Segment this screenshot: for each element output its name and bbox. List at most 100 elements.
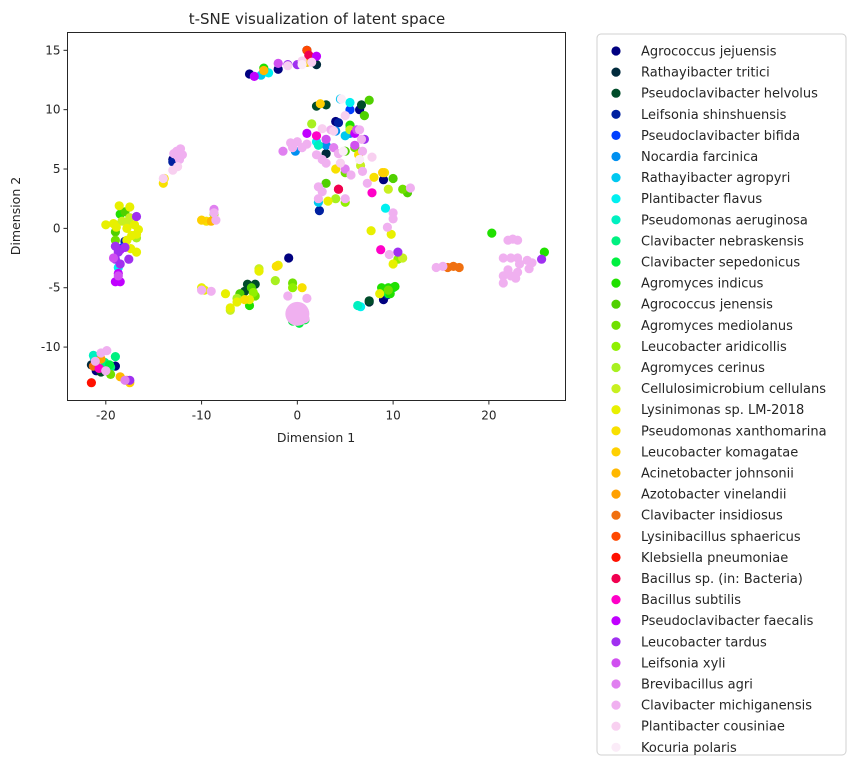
data-point bbox=[90, 356, 100, 366]
legend-label: Leifsonia shinshuensis bbox=[641, 108, 787, 123]
legend-marker bbox=[611, 510, 621, 520]
data-point bbox=[314, 206, 324, 216]
legend-label: Leifsonia xyli bbox=[641, 656, 726, 671]
legend-marker bbox=[611, 573, 621, 584]
data-point bbox=[122, 223, 132, 233]
data-point bbox=[355, 125, 365, 135]
data-point bbox=[321, 178, 331, 188]
data-point bbox=[177, 150, 187, 160]
data-point bbox=[367, 152, 377, 162]
data-point bbox=[364, 95, 374, 105]
data-point bbox=[254, 266, 264, 276]
data-point bbox=[537, 254, 547, 264]
data-point bbox=[366, 226, 376, 236]
legend-marker bbox=[611, 194, 621, 204]
data-point bbox=[240, 295, 250, 305]
data-point bbox=[86, 378, 96, 388]
data-point bbox=[307, 119, 317, 129]
data-point bbox=[513, 235, 523, 245]
legend-label: Brevibacillus agri bbox=[641, 678, 753, 693]
data-point bbox=[225, 303, 235, 313]
data-point bbox=[506, 253, 516, 263]
legend-marker bbox=[611, 595, 621, 605]
data-point bbox=[173, 162, 183, 172]
data-point bbox=[302, 293, 312, 303]
legend-label: Klebsiella pneumoniae bbox=[641, 551, 788, 566]
data-point bbox=[283, 291, 293, 301]
legend-marker bbox=[611, 257, 621, 267]
x-tick-label: 20 bbox=[481, 409, 496, 423]
data-point bbox=[248, 287, 258, 298]
chart-title: t-SNE visualization of latent space bbox=[189, 10, 446, 28]
data-point bbox=[113, 271, 123, 281]
data-point bbox=[131, 247, 142, 257]
cluster-marker bbox=[285, 301, 310, 326]
data-point bbox=[380, 203, 391, 213]
data-point bbox=[111, 222, 121, 232]
data-point bbox=[487, 228, 497, 238]
legend-label: Pseudoclavibacter faecalis bbox=[641, 614, 814, 629]
data-point bbox=[338, 146, 348, 156]
data-point bbox=[292, 137, 302, 147]
legend-marker bbox=[611, 679, 621, 689]
legend-label: Agrococcus jejuensis bbox=[641, 45, 777, 60]
data-point bbox=[101, 366, 111, 376]
data-point bbox=[313, 140, 323, 150]
data-point bbox=[317, 187, 327, 197]
data-point bbox=[511, 273, 521, 283]
data-point bbox=[197, 215, 207, 225]
legend-marker bbox=[611, 384, 621, 394]
x-tick-label: -20 bbox=[96, 409, 116, 423]
legend-label: Rathayibacter agropyri bbox=[641, 171, 790, 186]
data-point bbox=[206, 286, 216, 296]
data-point bbox=[169, 149, 179, 159]
data-point bbox=[350, 140, 360, 150]
legend-marker bbox=[611, 362, 621, 373]
data-point bbox=[120, 375, 130, 385]
legend-label: Plantibacter flavus bbox=[641, 192, 762, 207]
data-point bbox=[333, 118, 344, 128]
data-point bbox=[131, 229, 142, 239]
legend-marker bbox=[611, 151, 621, 162]
data-point bbox=[498, 278, 508, 288]
legend-marker bbox=[611, 468, 621, 478]
data-point bbox=[333, 184, 344, 194]
data-point bbox=[346, 170, 356, 180]
legend-marker bbox=[611, 341, 621, 351]
legend-marker bbox=[611, 278, 621, 288]
legend-marker bbox=[611, 109, 621, 119]
data-point bbox=[331, 194, 341, 204]
data-point bbox=[259, 65, 269, 76]
legend-label: Kocuria polaris bbox=[641, 741, 737, 756]
legend-marker bbox=[611, 426, 621, 436]
data-point bbox=[278, 146, 288, 156]
legend-label: Bacillus subtilis bbox=[641, 593, 741, 608]
data-point bbox=[383, 285, 393, 295]
data-point bbox=[288, 283, 298, 293]
data-point bbox=[311, 131, 322, 141]
legend-label: Agromyces mediolanus bbox=[641, 319, 793, 334]
data-point bbox=[393, 247, 403, 257]
y-tick-label: -10 bbox=[41, 340, 61, 354]
data-point bbox=[302, 139, 312, 149]
data-point bbox=[304, 50, 314, 60]
data-point bbox=[102, 346, 112, 356]
legend-label: Rathayibacter tritici bbox=[641, 66, 770, 81]
legend-label: Leucobacter tardus bbox=[641, 635, 767, 650]
data-point bbox=[321, 134, 331, 144]
data-point bbox=[329, 126, 339, 136]
legend-marker bbox=[611, 236, 621, 246]
legend-marker bbox=[611, 552, 621, 563]
data-point bbox=[388, 208, 398, 218]
legend-label: Agromyces cerinus bbox=[641, 361, 765, 376]
y-tick-label: 10 bbox=[45, 103, 60, 117]
legend-label: Azotobacter vinelandii bbox=[641, 488, 787, 503]
legend-marker bbox=[611, 637, 621, 647]
legend-label: Clavibacter michiganensis bbox=[641, 699, 812, 714]
legend-label: Clavibacter sepedonicus bbox=[641, 256, 800, 271]
legend-marker bbox=[611, 67, 621, 77]
data-point bbox=[367, 188, 377, 198]
data-point bbox=[211, 215, 221, 225]
y-axis-label: Dimension 2 bbox=[8, 177, 23, 255]
legend-marker bbox=[611, 215, 621, 225]
